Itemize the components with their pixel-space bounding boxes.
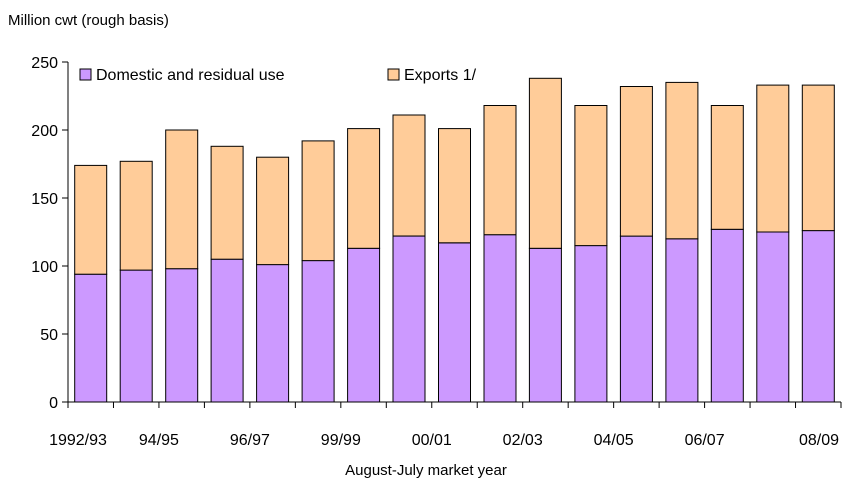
axes-layer: 0 50 100 150 200 250 1992/93 94/95 96/97 99/99 00/… — [31, 55, 842, 449]
y-tick-label: 100 — [31, 259, 58, 276]
x-tick-label: 02/03 — [503, 432, 543, 449]
bar-domestic-14 — [710, 228, 744, 403]
bar-exports-5 — [301, 140, 335, 262]
bar-exports-1 — [119, 160, 153, 271]
bar-exports-7 — [392, 114, 426, 237]
bar-domestic-16 — [801, 230, 835, 403]
legend: Domestic and residual use Exports 1/ — [79, 67, 477, 84]
bar-domestic-11 — [574, 245, 608, 403]
x-tick-label: 1992/93 — [49, 432, 107, 449]
x-tick-label: 94/95 — [139, 432, 179, 449]
y-tick-label: 50 — [40, 327, 58, 344]
bar-domestic-9 — [483, 234, 517, 403]
legend-swatch-exports — [387, 68, 400, 81]
bar-domestic-1 — [119, 269, 153, 403]
bar-domestic-8 — [438, 242, 471, 403]
legend-swatch-domestic — [79, 68, 92, 81]
bar-domestic-3 — [210, 258, 244, 403]
y-axis-unit-label: Million cwt (rough basis) — [8, 12, 169, 29]
bar-domestic-4 — [256, 264, 290, 403]
legend-label-domestic: Domestic and residual use — [96, 67, 285, 84]
bar-exports-9 — [483, 105, 517, 236]
y-tick-label: 0 — [49, 395, 58, 412]
bar-domestic-6 — [347, 247, 381, 403]
bar-exports-13 — [665, 81, 699, 240]
x-axis-title: August-July market year — [345, 462, 507, 479]
bars-layer — [74, 77, 835, 403]
bar-exports-10 — [528, 77, 562, 249]
legend-label-exports: Exports 1/ — [404, 67, 477, 84]
x-tick-label: 00/01 — [412, 432, 452, 449]
y-tick-label: 200 — [31, 123, 58, 140]
bar-domestic-15 — [756, 231, 790, 403]
bar-exports-15 — [756, 84, 790, 233]
bar-domestic-5 — [301, 260, 335, 403]
bar-exports-8 — [438, 128, 471, 244]
bar-exports-0 — [74, 164, 108, 275]
y-tick-label: 250 — [31, 55, 58, 72]
bar-exports-3 — [210, 145, 244, 260]
x-tick-label: 08/09 — [799, 432, 839, 449]
bar-domestic-7 — [392, 235, 426, 403]
bar-exports-6 — [347, 128, 381, 249]
x-tick-label: 04/05 — [594, 432, 634, 449]
bar-domestic-10 — [528, 247, 562, 403]
bar-exports-14 — [710, 105, 744, 230]
bar-domestic-0 — [74, 273, 108, 403]
bar-exports-12 — [619, 86, 653, 237]
y-tick-label: 150 — [31, 191, 58, 208]
bar-domestic-2 — [165, 268, 199, 403]
x-tick-label: 99/99 — [321, 432, 361, 449]
bar-domestic-13 — [665, 238, 699, 403]
x-tick-label: 06/07 — [685, 432, 725, 449]
bar-exports-2 — [165, 129, 199, 270]
x-tick-label: 96/97 — [230, 432, 270, 449]
bar-exports-16 — [801, 84, 835, 232]
bar-exports-4 — [256, 156, 290, 266]
bar-domestic-12 — [619, 235, 653, 403]
bar-exports-11 — [574, 105, 608, 247]
